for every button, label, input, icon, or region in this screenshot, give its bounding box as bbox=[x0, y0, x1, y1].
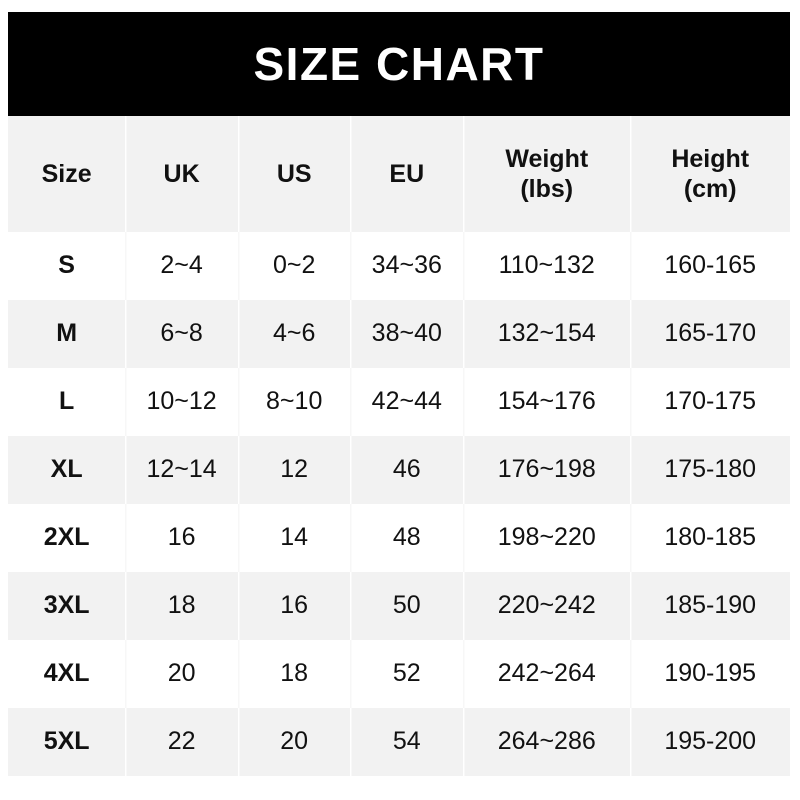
cell-eu: 54 bbox=[350, 708, 464, 776]
column-header-line1: US bbox=[276, 159, 312, 188]
cell-uk: 18 bbox=[125, 572, 238, 640]
cell-uk: 12~14 bbox=[125, 436, 238, 504]
column-header-label: Weight (lbs) bbox=[463, 144, 630, 205]
cell-height: 160-165 bbox=[630, 232, 790, 300]
cell-size: S bbox=[8, 232, 126, 300]
cell-us: 4~6 bbox=[237, 300, 351, 368]
cell-size: 2XL bbox=[8, 504, 126, 572]
cell-eu: 50 bbox=[350, 572, 464, 640]
column-header-line2: (lbs) bbox=[520, 175, 574, 203]
table-header: Size UK US EU Weight (lbs) Height (cm) bbox=[8, 116, 790, 232]
cell-size: L bbox=[8, 368, 126, 436]
column-header-label: EU bbox=[350, 159, 463, 190]
column-header-label: Size bbox=[8, 159, 125, 190]
column-header-eu: EU bbox=[350, 116, 464, 232]
table-row: L 10~12 8~10 42~44 154~176 170-175 bbox=[8, 368, 790, 436]
cell-uk: 2~4 bbox=[125, 232, 238, 300]
cell-eu: 48 bbox=[350, 504, 464, 572]
cell-uk: 10~12 bbox=[125, 368, 238, 436]
table-row: 2XL 16 14 48 198~220 180-185 bbox=[8, 504, 790, 572]
cell-uk: 20 bbox=[125, 640, 238, 708]
column-header-line1: EU bbox=[389, 159, 425, 188]
cell-weight: 110~132 bbox=[463, 232, 631, 300]
title-banner: SIZE CHART bbox=[8, 12, 790, 116]
table-row: S 2~4 0~2 34~36 110~132 160-165 bbox=[8, 232, 790, 300]
column-header-line1: Height bbox=[671, 144, 750, 173]
cell-us: 8~10 bbox=[237, 368, 351, 436]
table-body: S 2~4 0~2 34~36 110~132 160-165 M 6~8 4~6 38~40 13… bbox=[8, 232, 790, 776]
cell-uk: 6~8 bbox=[125, 300, 238, 368]
cell-uk: 16 bbox=[125, 504, 238, 572]
cell-height: 180-185 bbox=[630, 504, 790, 572]
cell-size: 4XL bbox=[8, 640, 126, 708]
page-title: SIZE CHART bbox=[253, 38, 545, 90]
column-header-line1: UK bbox=[163, 159, 200, 188]
column-header-weight: Weight (lbs) bbox=[463, 116, 631, 232]
cell-height: 165-170 bbox=[630, 300, 790, 368]
column-header-label: UK bbox=[125, 159, 238, 190]
cell-us: 18 bbox=[237, 640, 351, 708]
cell-eu: 34~36 bbox=[350, 232, 464, 300]
cell-height: 185-190 bbox=[630, 572, 790, 640]
cell-weight: 154~176 bbox=[463, 368, 631, 436]
table-row: 3XL 18 16 50 220~242 185-190 bbox=[8, 572, 790, 640]
cell-us: 16 bbox=[237, 572, 351, 640]
cell-height: 195-200 bbox=[630, 708, 790, 776]
cell-eu: 42~44 bbox=[350, 368, 464, 436]
cell-height: 170-175 bbox=[630, 368, 790, 436]
table-row: XL 12~14 12 46 176~198 175-180 bbox=[8, 436, 790, 504]
cell-us: 20 bbox=[237, 708, 351, 776]
column-header-line2: (cm) bbox=[683, 175, 737, 203]
cell-height: 190-195 bbox=[630, 640, 790, 708]
table-row: M 6~8 4~6 38~40 132~154 165-170 bbox=[8, 300, 790, 368]
cell-eu: 52 bbox=[350, 640, 464, 708]
cell-weight: 264~286 bbox=[463, 708, 631, 776]
column-header-height: Height (cm) bbox=[630, 116, 790, 232]
column-header-label: US bbox=[238, 159, 351, 190]
cell-uk: 22 bbox=[125, 708, 238, 776]
column-header-size: Size bbox=[8, 116, 126, 232]
table-row: 5XL 22 20 54 264~286 195-200 bbox=[8, 708, 790, 776]
cell-height: 175-180 bbox=[630, 436, 790, 504]
cell-size: 5XL bbox=[8, 708, 126, 776]
table-header-row: Size UK US EU Weight (lbs) Height (cm) bbox=[8, 116, 790, 232]
cell-size: M bbox=[8, 300, 126, 368]
column-header-us: US bbox=[237, 116, 351, 232]
table-row: 4XL 20 18 52 242~264 190-195 bbox=[8, 640, 790, 708]
cell-weight: 176~198 bbox=[463, 436, 631, 504]
column-header-line1: Size bbox=[41, 159, 92, 188]
cell-weight: 132~154 bbox=[463, 300, 631, 368]
cell-weight: 198~220 bbox=[463, 504, 631, 572]
column-header-line1: Weight bbox=[505, 144, 589, 173]
cell-weight: 220~242 bbox=[463, 572, 631, 640]
column-header-uk: UK bbox=[125, 116, 238, 232]
cell-size: 3XL bbox=[8, 572, 126, 640]
cell-eu: 46 bbox=[350, 436, 464, 504]
cell-size: XL bbox=[8, 436, 126, 504]
cell-us: 0~2 bbox=[237, 232, 351, 300]
cell-us: 12 bbox=[237, 436, 351, 504]
column-header-label: Height (cm) bbox=[630, 144, 790, 205]
cell-weight: 242~264 bbox=[463, 640, 631, 708]
cell-us: 14 bbox=[237, 504, 351, 572]
size-chart-table: Size UK US EU Weight (lbs) Height (cm) S 2~4 0~2 3… bbox=[8, 116, 790, 776]
cell-eu: 38~40 bbox=[350, 300, 464, 368]
